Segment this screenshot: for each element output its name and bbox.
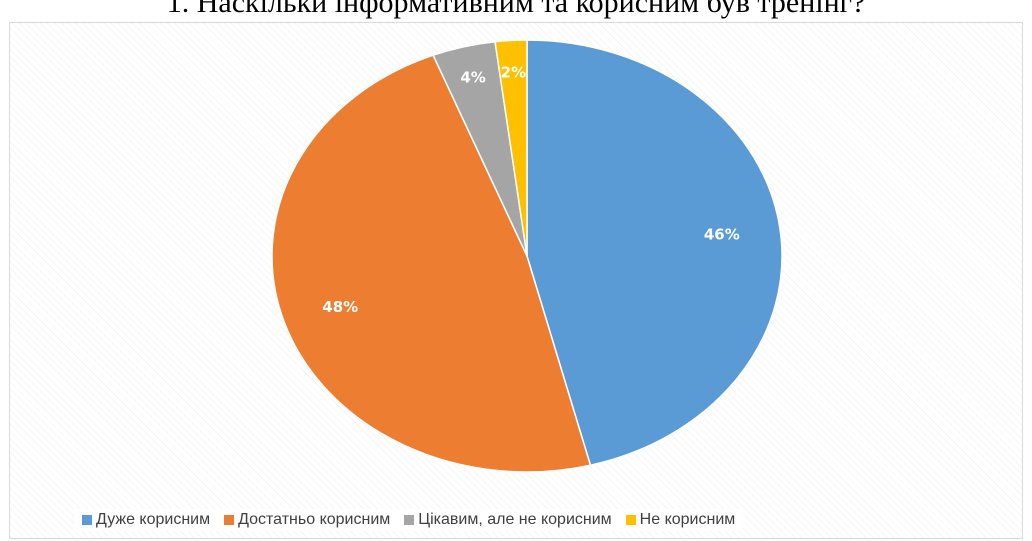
data-label-not-useful: 2% (501, 63, 526, 81)
legend-item-not-useful: Не корисним (625, 511, 736, 529)
chart-legend: Дуже корисним Достатньо корисним Цікавим… (74, 509, 744, 531)
legend-swatch-very-useful (82, 515, 92, 525)
pie-slice-not-useful (494, 39, 528, 257)
question-heading: 1. Наскільки інформативним та корисним б… (166, 0, 866, 19)
legend-item-interesting-not-useful: Цікавим, але не корисним (404, 511, 612, 529)
legend-item-sufficiently-useful: Достатньо корисним (224, 511, 390, 529)
legend-swatch-interesting-not-useful (404, 515, 415, 525)
data-label-interesting-not-useful: 4% (460, 69, 485, 87)
data-label-sufficiently-useful: 48% (322, 298, 358, 316)
pie-slice-very-useful (526, 39, 783, 467)
legend-label-very-useful: Дуже корисним (96, 511, 211, 528)
legend-item-very-useful: Дуже корисним (82, 511, 210, 529)
legend-label-sufficiently-useful: Достатньо корисним (238, 511, 391, 528)
chart-area: 46% 48% 4% 2% Дуже корисним Достатньо корис… (9, 22, 1023, 539)
legend-swatch-not-useful (625, 515, 636, 525)
pie-slice-sufficiently-useful (271, 54, 592, 473)
legend-label-not-useful: Не корисним (639, 511, 736, 528)
pie-chart: 46% 48% 4% 2% (271, 39, 783, 473)
data-label-very-useful: 46% (704, 226, 740, 244)
legend-label-interesting-not-useful: Цікавим, але не корисним (418, 511, 612, 528)
legend-swatch-sufficiently-useful (224, 515, 235, 525)
